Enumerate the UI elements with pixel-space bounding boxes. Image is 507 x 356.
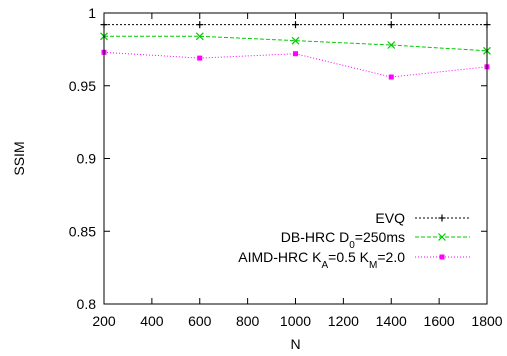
legend-label: DB-HRC D0=250ms [281, 229, 405, 251]
series-3 [101, 49, 490, 80]
data-point [291, 36, 300, 45]
data-point [388, 74, 394, 80]
x-tick-label: 400 [140, 313, 164, 329]
y-tick-label: 0.9 [77, 151, 97, 167]
x-tick-label: 200 [92, 313, 116, 329]
data-point [293, 51, 298, 57]
series-1 [100, 21, 491, 29]
x-tick-label: 1800 [471, 313, 502, 329]
y-tick-label: 0.85 [69, 223, 96, 239]
series-2 [100, 32, 491, 55]
x-axis-title: N [290, 336, 300, 352]
legend-entry-2: DB-HRC D0=250ms [281, 229, 470, 251]
plot-frame [103, 12, 488, 305]
x-tick-label: 1400 [376, 313, 407, 329]
x-tick-label: 1600 [424, 313, 455, 329]
y-axis-title: SSIM [11, 141, 27, 175]
legend-label: EVQ [375, 210, 405, 226]
y-tick-label: 0.95 [69, 78, 96, 94]
series-line [103, 51, 488, 78]
legend-entry-3: AIMD-HRC KA=0.5 KM=2.0 [238, 249, 470, 271]
series-line [104, 35, 488, 52]
legend-entry-1: EVQ [375, 210, 470, 226]
legend-marker [439, 254, 445, 260]
axis-tick-labels: 200 400 600 800 1000 1200 1400 1600 1800 0.8 0.85 0… [69, 5, 503, 329]
legend-marker [438, 233, 446, 241]
data-point [195, 32, 204, 41]
legend-label: AIMD-HRC KA=0.5 KM=2.0 [238, 249, 405, 271]
x-tick-label: 1200 [328, 313, 359, 329]
data-point [387, 41, 396, 49]
series-layer [100, 21, 491, 80]
x-tick-label: 800 [236, 313, 260, 329]
data-point [197, 55, 203, 61]
y-tick-label: 1 [88, 5, 96, 21]
x-tick-label: 600 [188, 313, 212, 329]
x-tick-label: 1000 [280, 313, 311, 329]
y-tick-label: 0.8 [77, 296, 97, 312]
